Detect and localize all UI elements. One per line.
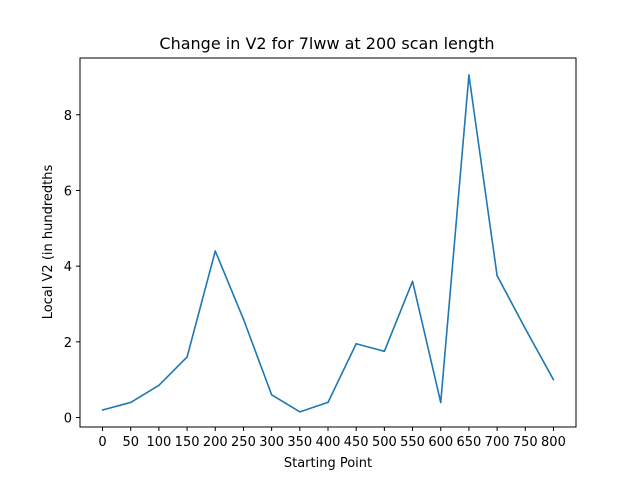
- x-tick-label: 400: [316, 435, 341, 450]
- x-tick-label: 750: [513, 435, 538, 450]
- y-tick-label: 8: [64, 109, 72, 124]
- y-axis-label: Local V2 (in hundredths: [41, 164, 56, 319]
- data-point: [214, 250, 217, 252]
- data-point: [552, 378, 555, 381]
- data-point: [496, 274, 498, 277]
- x-tick-label: 350: [287, 435, 312, 450]
- data-point: [355, 342, 357, 345]
- x-tick-label: 100: [146, 435, 171, 450]
- data-point: [439, 401, 442, 404]
- data-point: [101, 409, 104, 411]
- data-point: [158, 384, 160, 387]
- data-point: [468, 74, 470, 76]
- x-tick-label: 0: [98, 435, 106, 450]
- x-tick-label: 650: [456, 435, 481, 450]
- x-tick-label: 700: [485, 435, 510, 450]
- data-point: [299, 411, 301, 413]
- x-tick-label: 500: [372, 435, 397, 450]
- x-tick-label: 450: [344, 435, 369, 450]
- data-point: [327, 401, 329, 404]
- chart-title: Change in V2 for 7lww at 200 scan length: [159, 34, 494, 53]
- data-point: [129, 401, 132, 404]
- y-tick-label: 0: [64, 412, 72, 427]
- x-tick-label: 250: [231, 435, 256, 450]
- series-group: [101, 74, 555, 413]
- y-tick-label: 6: [64, 184, 72, 199]
- y-tick-label: 2: [64, 336, 72, 351]
- data-point: [186, 356, 188, 358]
- x-tick-label: 150: [175, 435, 200, 450]
- data-point: [270, 394, 273, 396]
- x-tick-label: 50: [122, 435, 139, 450]
- x-tick-label: 200: [203, 435, 228, 450]
- data-point: [383, 350, 386, 353]
- y-tick-label: 4: [64, 260, 72, 275]
- data-point: [411, 280, 414, 283]
- data-point: [524, 327, 527, 330]
- y-axis: 0 2 4 6 8: [64, 109, 80, 427]
- x-tick-label: 550: [400, 435, 425, 450]
- plot-area-frame: [79, 57, 577, 428]
- x-axis: 0 50 100 150 200 250 300 350 400 450 500 550 600 650 7…: [98, 427, 566, 450]
- data-point: [242, 318, 245, 320]
- x-axis-label: Starting Point: [284, 456, 372, 471]
- series-line: [102, 74, 555, 413]
- x-tick-label: 800: [541, 435, 566, 450]
- x-tick-label: 300: [259, 435, 284, 450]
- x-tick-label: 600: [428, 435, 453, 450]
